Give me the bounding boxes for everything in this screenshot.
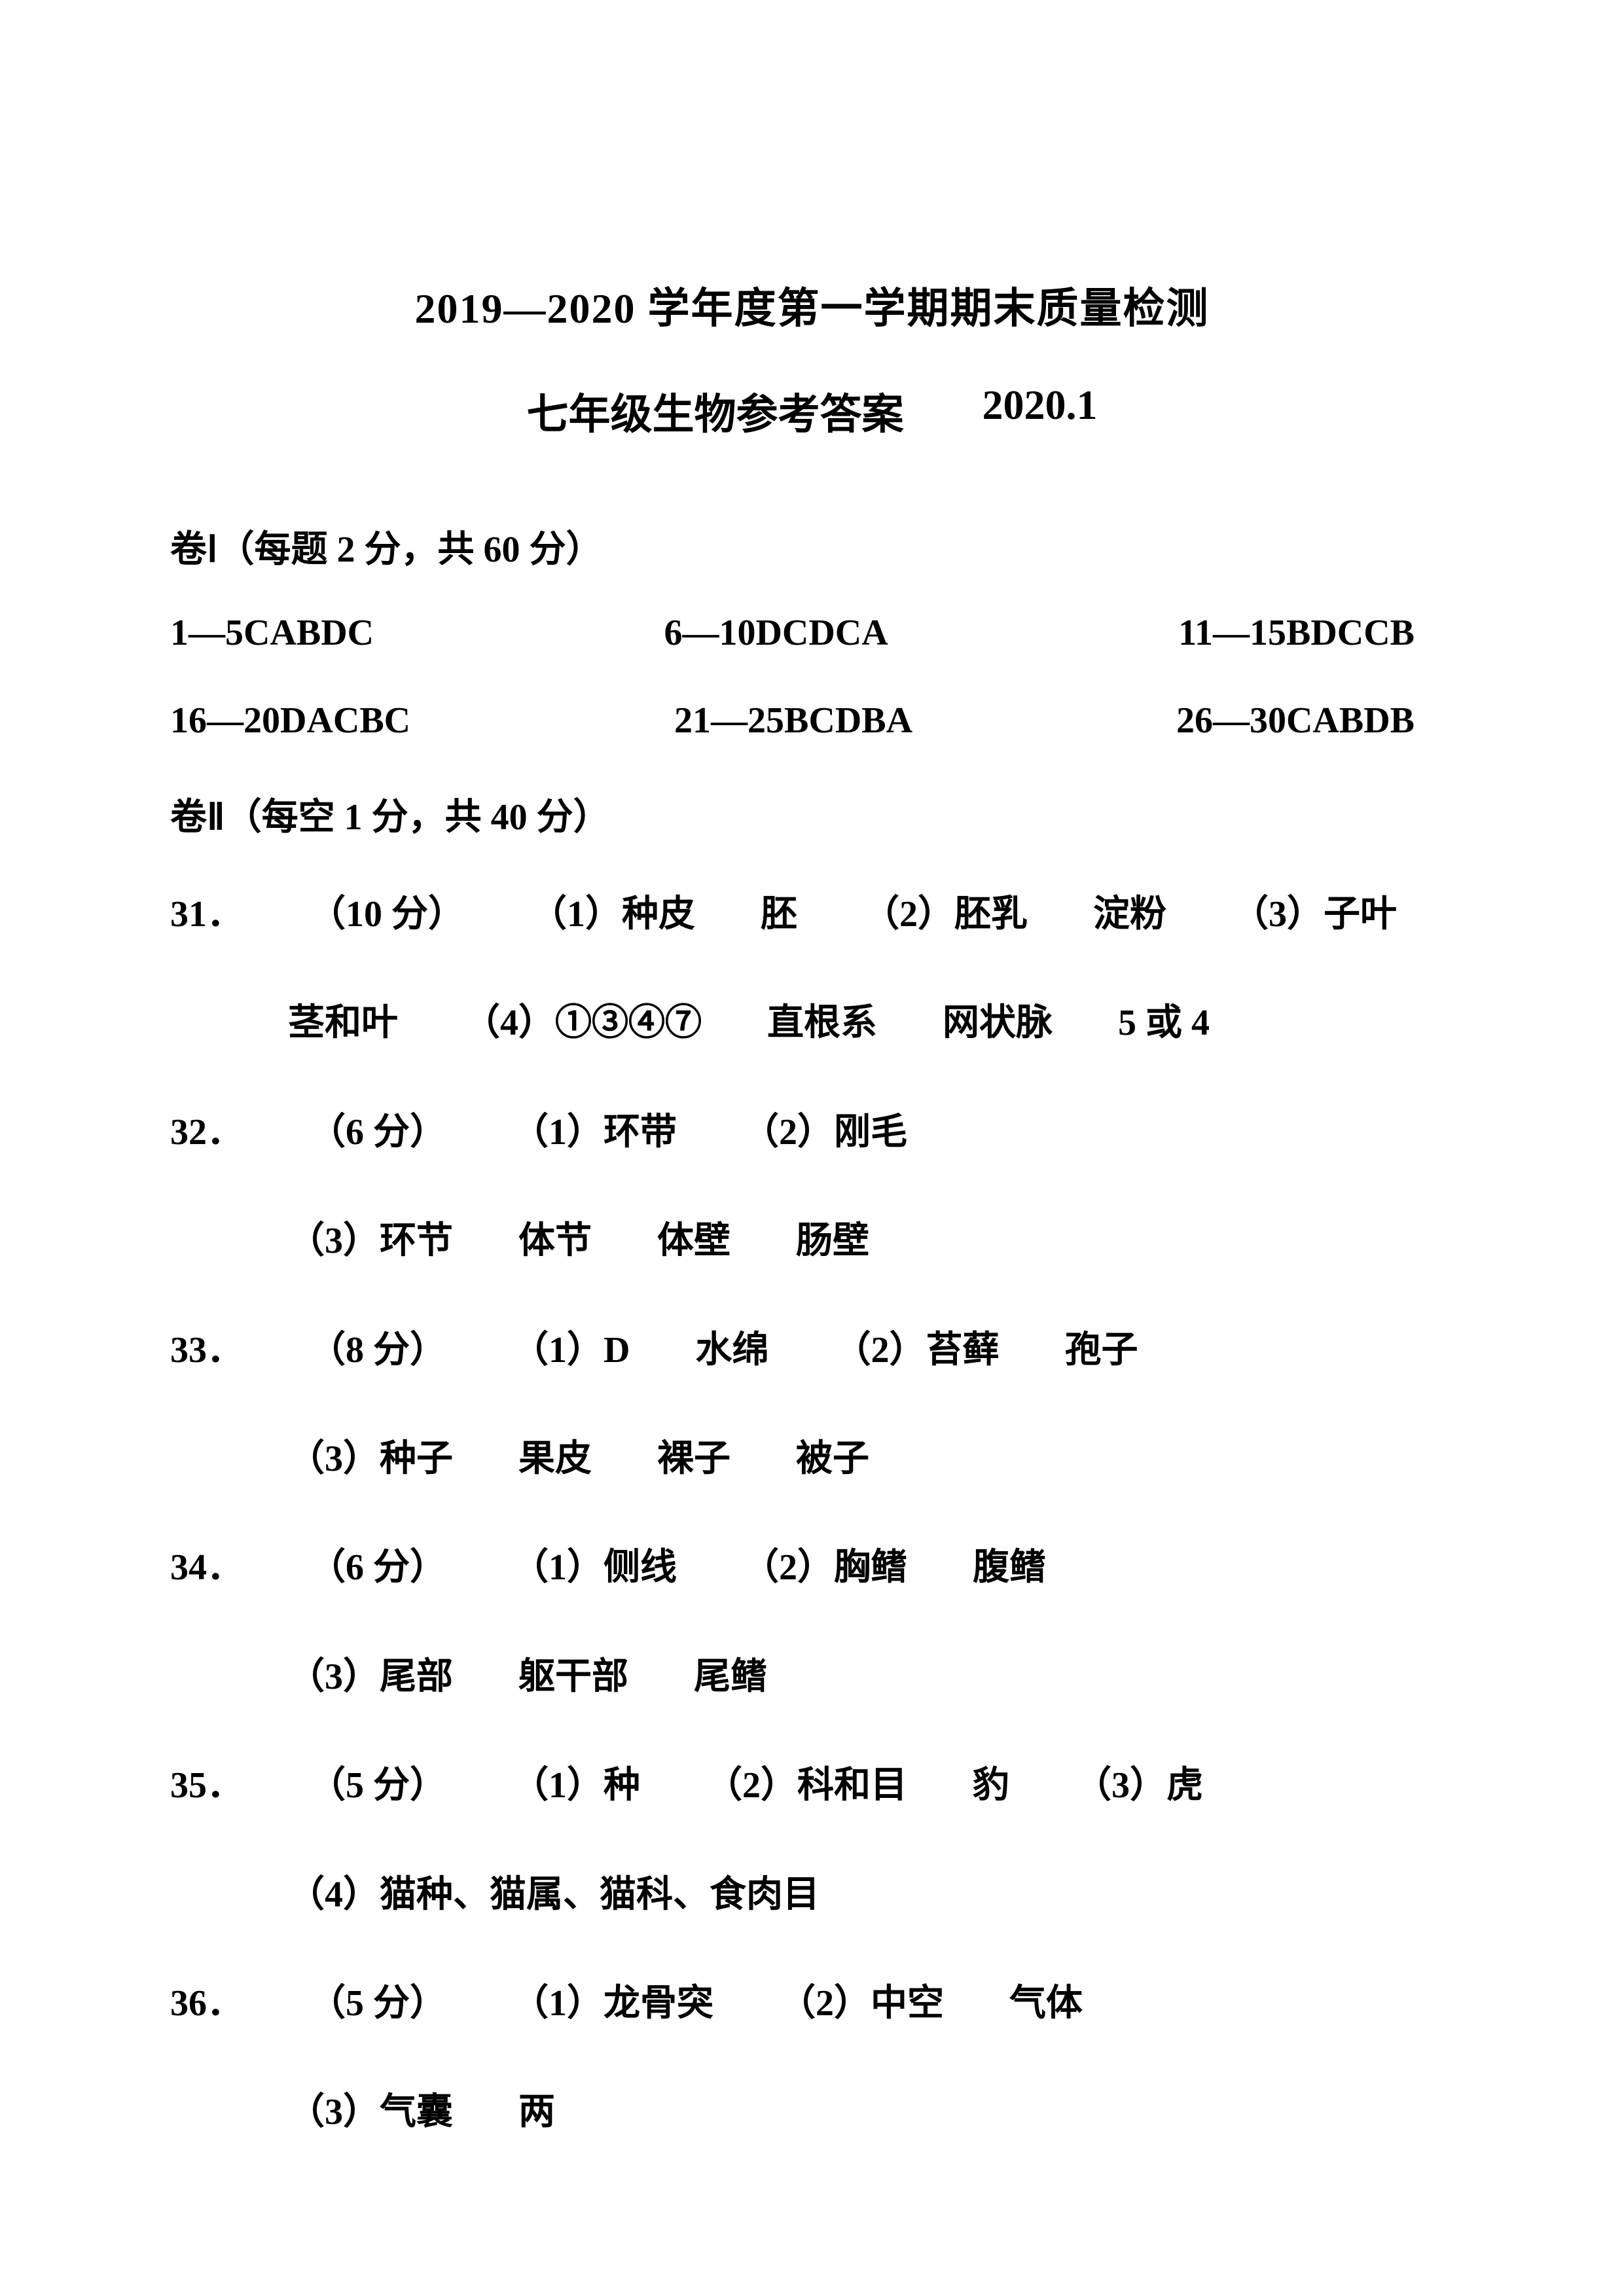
q-points: （6 分）	[309, 1533, 446, 1602]
answer-text: 裸子	[657, 1424, 731, 1494]
q31-line1: 31． （10 分） （1）种皮 胚 （2）胚乳 淀粉 （3）子叶	[170, 880, 1454, 949]
answer-text: （1）龙骨突	[512, 1969, 713, 2038]
subtitle: 七年级生物参考答案	[527, 381, 904, 441]
answer-text: 水绵	[695, 1316, 768, 1385]
q33-line1: 33． （8 分） （1）D 水绵 （2）苔藓 孢子	[170, 1316, 1454, 1385]
answer-text: 腹鳍	[973, 1533, 1046, 1602]
answer-text: （1）环带	[512, 1098, 677, 1167]
answer-text: （2）刚毛	[742, 1098, 907, 1167]
answer-text: 茎和叶	[288, 988, 398, 1058]
answer-text: 两	[518, 2077, 555, 2147]
q34-line2: （3）尾部 躯干部 尾鳍	[170, 1642, 1454, 1712]
answer-text: 直根系	[767, 988, 877, 1058]
q-number: 36．	[170, 1969, 244, 2038]
answer-text: （2）苔藓	[834, 1316, 999, 1385]
answer-text: 淀粉	[1093, 880, 1166, 949]
q32-line1: 32． （6 分） （1）环带 （2）刚毛	[170, 1098, 1454, 1167]
mc-cell: 16—20DACBC	[170, 700, 410, 742]
q-number: 34．	[170, 1533, 244, 1602]
q33-line2: （3）种子 果皮 裸子 被子	[170, 1424, 1454, 1494]
answer-text: 孢子	[1064, 1316, 1138, 1385]
answer-text: （1）D	[512, 1316, 630, 1385]
q-points: （6 分）	[309, 1098, 446, 1167]
title-block: 2019—2020 学年度第一学期期末质量检测 七年级生物参考答案 2020.1	[170, 275, 1454, 441]
answer-text: （4）猫种、猫属、猫科、食肉目	[288, 1860, 820, 1929]
q35-line1: 35． （5 分） （1）种 （2）科和目 豹 （3）虎	[170, 1751, 1454, 1820]
q-points: （5 分）	[309, 1969, 446, 2038]
q36-line2: （3）气囊 两	[170, 2077, 1454, 2147]
q34-line1: 34． （6 分） （1）侧线 （2）胸鳍 腹鳍	[170, 1533, 1454, 1602]
answer-text: 胚	[761, 880, 797, 949]
answer-text: 豹	[973, 1751, 1009, 1820]
q35-line2: （4）猫种、猫属、猫科、食肉目	[170, 1860, 1454, 1929]
answer-text: （3）环节	[288, 1206, 453, 1276]
date: 2020.1	[983, 381, 1098, 441]
q-points: （10 分）	[309, 880, 465, 949]
answer-text: 肠壁	[796, 1206, 869, 1276]
part2-header: 卷Ⅱ（每空 1 分，共 40 分）	[170, 787, 1454, 840]
answer-text: 果皮	[518, 1424, 592, 1494]
answer-text: （2）胚乳	[863, 880, 1028, 949]
main-title: 2019—2020 学年度第一学期期末质量检测	[170, 275, 1454, 335]
q-points: （5 分）	[309, 1751, 446, 1820]
answer-text: （3）气囊	[288, 2077, 453, 2147]
answer-text: （2）科和目	[706, 1751, 907, 1820]
answer-text: 躯干部	[518, 1642, 628, 1712]
mc-row-2: 16—20DACBC 21—25BCDBA 26—30CABDB	[170, 700, 1454, 742]
answer-text: （1）种皮	[530, 880, 695, 949]
answer-text: （3）虎	[1075, 1751, 1203, 1820]
answer-text: （4）①③④⑦	[463, 988, 702, 1058]
mc-cell: 1—5CABDC	[170, 612, 374, 654]
mc-cell: 21—25BCDBA	[674, 700, 912, 742]
answer-text: 被子	[796, 1424, 869, 1494]
mc-cell: 6—10DCDCA	[664, 612, 888, 654]
q-number: 33．	[170, 1316, 244, 1385]
q36-line1: 36． （5 分） （1）龙骨突 （2）中空 气体	[170, 1969, 1454, 2038]
q-points: （8 分）	[309, 1316, 446, 1385]
answer-text: （3）子叶	[1232, 880, 1397, 949]
part1-header: 卷Ⅰ（每题 2 分，共 60 分）	[170, 520, 1454, 573]
q-number: 35．	[170, 1751, 244, 1820]
answer-text: （3）尾部	[288, 1642, 453, 1712]
q31-line2: 茎和叶 （4）①③④⑦ 直根系 网状脉 5 或 4	[170, 988, 1454, 1058]
q32-line2: （3）环节 体节 体壁 肠壁	[170, 1206, 1454, 1276]
mc-cell: 26—30CABDB	[1176, 700, 1415, 742]
subtitle-row: 七年级生物参考答案 2020.1	[170, 381, 1454, 441]
answer-text: 体壁	[657, 1206, 731, 1276]
answer-text: 气体	[1009, 1969, 1083, 2038]
answer-text: （1）侧线	[512, 1533, 677, 1602]
answer-text: （1）种	[512, 1751, 640, 1820]
q-number: 32．	[170, 1098, 244, 1167]
answer-text: （2）中空	[779, 1969, 944, 2038]
mc-row-1: 1—5CABDC 6—10DCDCA 11—15BDCCB	[170, 612, 1454, 654]
q-number: 31．	[170, 880, 244, 949]
answer-text: 尾鳍	[694, 1642, 767, 1712]
mc-cell: 11—15BDCCB	[1178, 612, 1415, 654]
answer-text: 体节	[518, 1206, 592, 1276]
answer-text: 网状脉	[943, 988, 1053, 1058]
answer-text: 5 或 4	[1118, 988, 1210, 1058]
answer-text: （2）胸鳍	[742, 1533, 907, 1602]
answer-text: （3）种子	[288, 1424, 453, 1494]
